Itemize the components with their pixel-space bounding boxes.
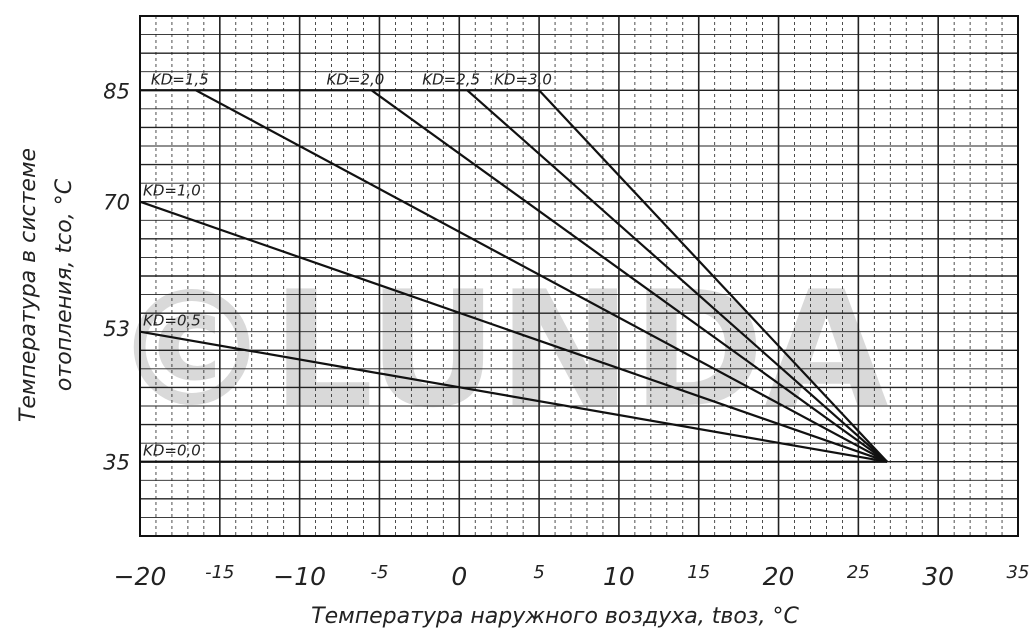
- series-label: KD=3,0: [494, 70, 552, 88]
- series-line: [538, 89, 888, 463]
- y-axis-title-line1: Температура в системе: [16, 148, 41, 422]
- series-label: KD=1,5: [151, 70, 209, 88]
- x-tick-label: 35: [1007, 562, 1030, 583]
- series-line: [195, 89, 888, 463]
- x-tick-label: 0: [451, 562, 467, 591]
- x-tick-label: 20: [763, 562, 795, 591]
- series-lines: [139, 89, 888, 463]
- y-axis-title-line2: отопления, tсо, °С: [52, 178, 77, 391]
- x-tick-label: −10: [273, 562, 326, 591]
- series-label: KD=0,5: [143, 312, 201, 330]
- series-line: [139, 330, 888, 463]
- series-label: KD=2,5: [422, 70, 480, 88]
- series-label: KD=1,0: [143, 182, 201, 200]
- x-tick-label: -15: [205, 562, 234, 583]
- x-tick-label: 30: [922, 562, 954, 591]
- series-label: KD=2,0: [326, 70, 384, 88]
- watermark: ©LUNDA: [112, 256, 889, 443]
- y-tick-label: 70: [103, 191, 130, 215]
- series-line: [466, 89, 888, 463]
- x-tick-label: 15: [687, 562, 710, 583]
- x-axis-title: Температура наружного воздуха, tвоз, °С: [311, 604, 799, 629]
- x-tick-label: 10: [603, 562, 635, 591]
- x-tick-label: −20: [114, 562, 167, 591]
- y-tick-label: 35: [103, 451, 130, 475]
- y-axis-ticks: 35 53 70 85: [103, 79, 130, 474]
- x-tick-label: -5: [370, 562, 388, 583]
- x-tick-label: 25: [847, 562, 870, 583]
- series-line: [139, 200, 888, 463]
- grid: [139, 15, 1019, 537]
- x-tick-label: 5: [533, 562, 544, 583]
- plot-frame: [139, 15, 1019, 537]
- x-axis-ticks: −20 −10 0 10 20 30 -15 -5 5 15 25 35: [114, 562, 1030, 591]
- series-labels: KD=0,0 KD=0,5 KD=1,0 KD=1,5 KD=2,0 KD=2,5 KD=3…: [143, 70, 552, 459]
- series-label: KD=0,0: [143, 442, 201, 460]
- series-line: [370, 89, 888, 463]
- y-tick-label: 85: [103, 79, 130, 103]
- y-tick-label: 53: [103, 317, 130, 341]
